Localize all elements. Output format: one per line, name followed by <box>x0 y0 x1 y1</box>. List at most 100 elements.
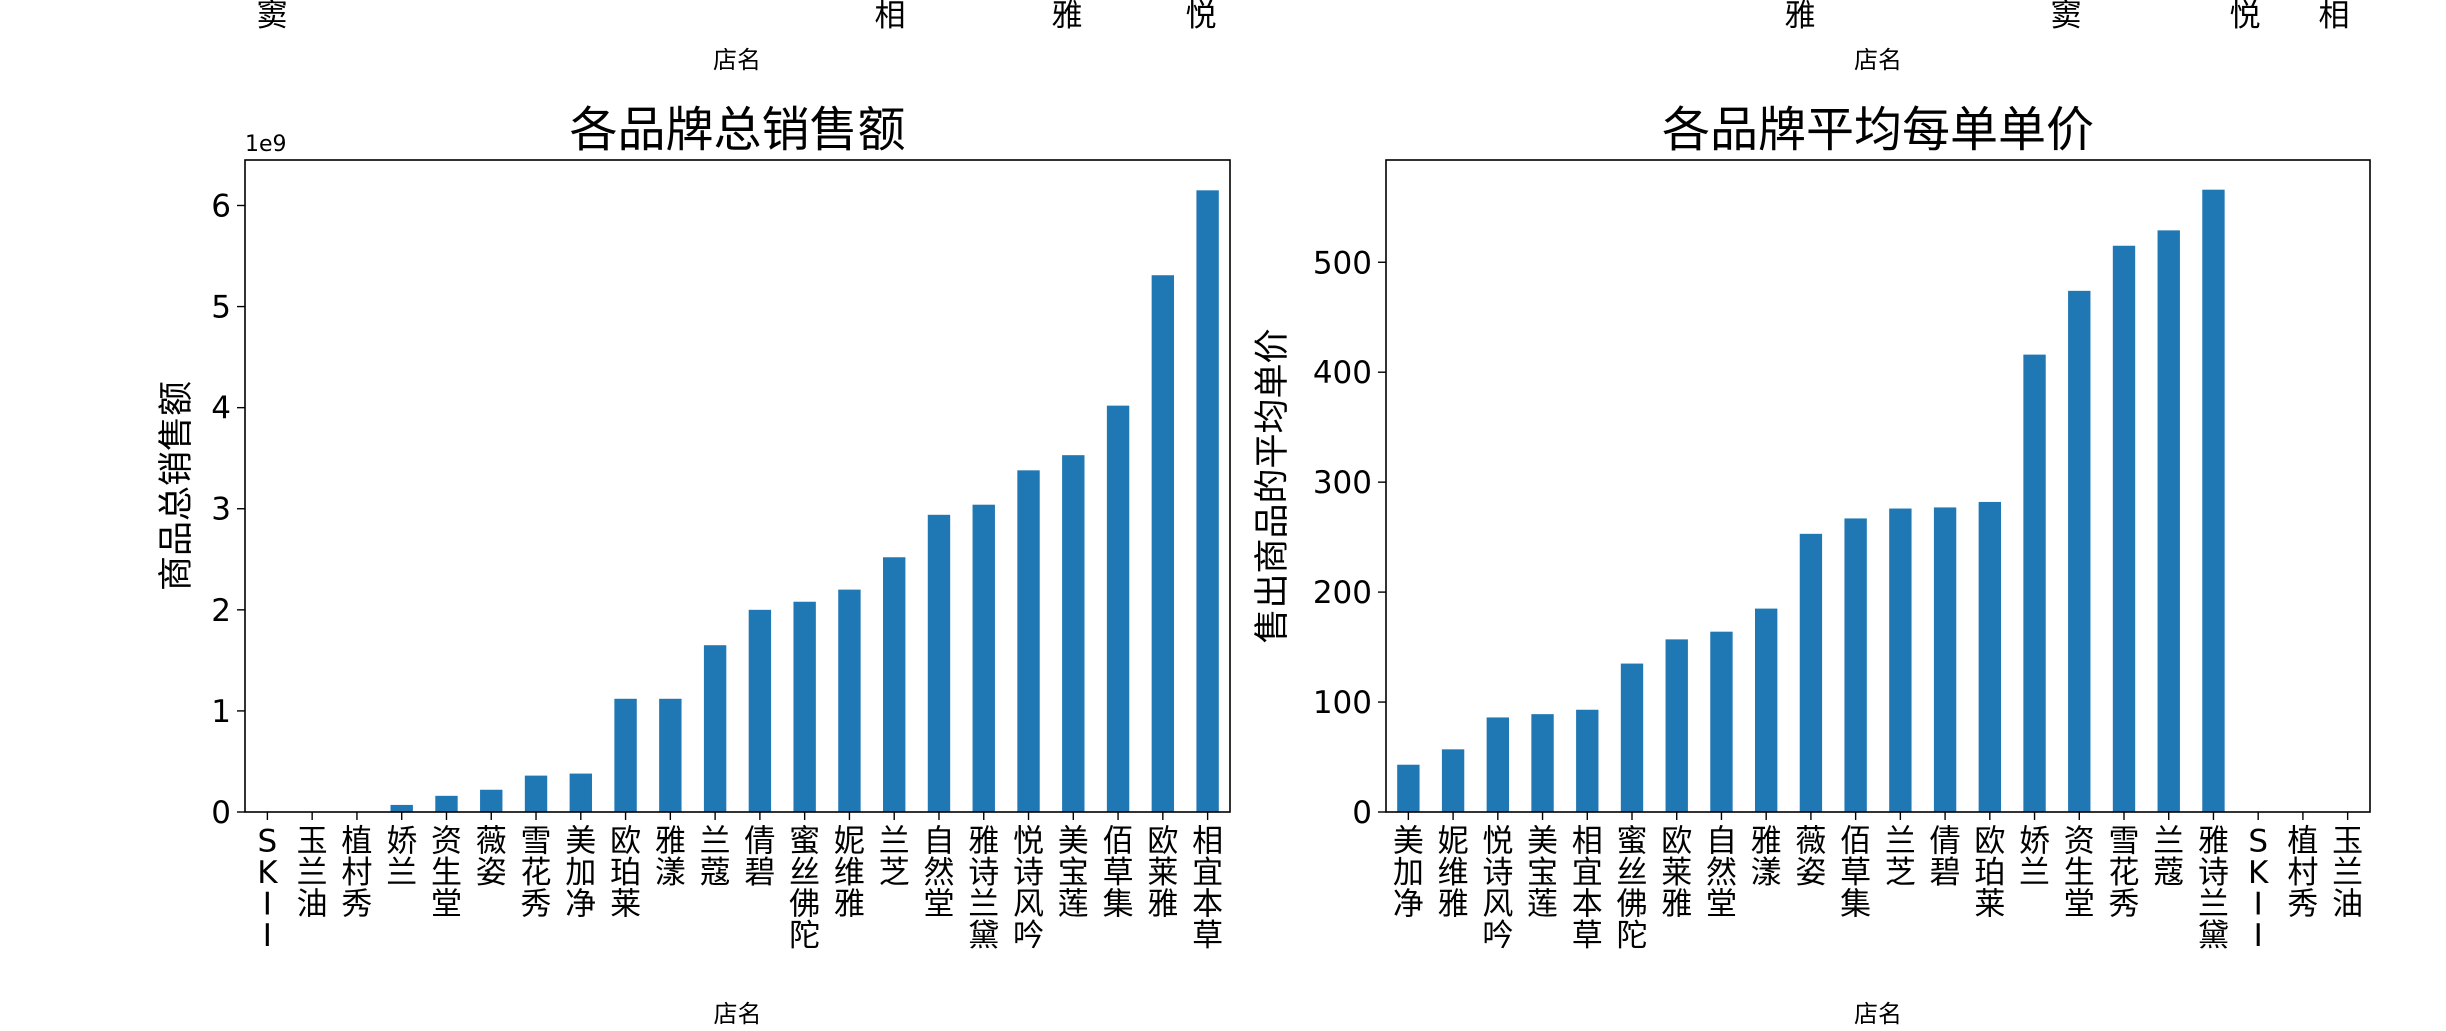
x-tick-label: 欧珀莱 <box>610 823 641 922</box>
x-tick-label: 蜜丝佛陀 <box>789 823 820 954</box>
bar-自然堂 <box>1710 631 1733 812</box>
x-tick-label: 悦诗风吟 <box>1013 823 1044 954</box>
bar-妮维雅 <box>1441 749 1465 812</box>
y-tick-label: 300 <box>1313 465 1372 501</box>
y-tick-label: 0 <box>1352 795 1372 831</box>
x-tick-label: 妮维雅 <box>834 823 865 922</box>
bar-佰草集 <box>1844 518 1867 812</box>
x-tick-label: 植村秀 <box>341 823 372 922</box>
partial-tick-label: 悦 <box>1186 0 1217 34</box>
bar-相宜本草 <box>1196 190 1219 813</box>
x-tick-label: 玉兰油 <box>2332 823 2363 922</box>
x-tick-label: 倩碧 <box>744 823 775 891</box>
bar-悦诗风吟 <box>1486 717 1509 812</box>
bar-薇姿 <box>1799 533 1823 812</box>
bar-倩碧 <box>1933 507 1957 812</box>
bar-兰芝 <box>1889 508 1912 812</box>
x-tick-label: 自然堂 <box>1706 823 1737 922</box>
x-tick-label: 雅诗兰黛 <box>968 823 999 954</box>
bar-兰芝 <box>883 557 906 812</box>
x-tick-label: 佰草集 <box>1103 823 1134 922</box>
y-tick-label: 4 <box>211 391 231 427</box>
bar-资生堂 <box>435 795 458 812</box>
bar-娇兰 <box>390 804 413 812</box>
partial-tick-label: 相 <box>875 0 906 34</box>
bar-兰蔻 <box>2157 230 2180 812</box>
x-tick-label: 相宜本草 <box>1572 823 1603 954</box>
x-tick-label: 玉兰油 <box>297 823 328 922</box>
x-tick-label: 薇姿 <box>476 823 507 891</box>
x-tick-label: 兰芝 <box>879 823 910 891</box>
partial-tick-label: 雅 <box>1052 0 1083 34</box>
bar-美宝莲 <box>1062 455 1085 812</box>
y-axis-label: 商品总销售额 <box>157 381 197 591</box>
y-tick-label: 2 <box>211 593 231 629</box>
offset-text: 1e9 <box>245 132 287 157</box>
x-axis-label: 店名 <box>1854 1000 1902 1028</box>
avg-price-chart: 0 100 200 300 400 500 美加净妮维雅悦诗风吟美宝莲相宜本草蜜丝佛陀欧莱雅… <box>1253 102 2371 1028</box>
x-tick-label: 悦诗风吟 <box>1482 823 1513 954</box>
x-tick-label: 雅漾 <box>655 823 686 891</box>
y-tick-label: 3 <box>211 492 231 528</box>
bar-妮维雅 <box>838 589 861 812</box>
bar-雅诗兰黛 <box>2202 189 2225 812</box>
chart-title: 各品牌总销售额 <box>569 102 905 158</box>
bar-雪花秀 <box>2112 245 2136 812</box>
bar-相宜本草 <box>1576 709 1599 812</box>
x-tick-label: 资生堂 <box>431 823 462 922</box>
bar-娇兰 <box>2023 354 2046 812</box>
y-tick-label: 5 <box>211 290 231 326</box>
axes-frame <box>1385 159 2371 813</box>
bar-资生堂 <box>2068 290 2091 812</box>
chart-title: 各品牌平均每单单价 <box>1662 102 2094 158</box>
x-tick-label: 雪花秀 <box>2109 823 2140 922</box>
x-tick-label: 欧珀莱 <box>1974 823 2005 922</box>
y-tick-label: 6 <box>211 188 231 224</box>
x-tick-label: 娇兰 <box>2019 823 2050 891</box>
x-tick-label: 欧莱雅 <box>1661 823 1692 922</box>
bar-美宝莲 <box>1531 714 1554 812</box>
y-tick-label: 1 <box>211 694 231 730</box>
bar-欧珀莱 <box>614 698 637 812</box>
x-tick-label: 妮维雅 <box>1438 823 1469 922</box>
x-tick-label: 薇姿 <box>1795 823 1826 891</box>
partial-tick-label: 悦 <box>2230 0 2261 34</box>
bar-欧珀莱 <box>1978 501 2001 812</box>
x-tick-label: 蜜丝佛陀 <box>1617 823 1648 954</box>
x-tick-label: 美宝莲 <box>1058 823 1089 922</box>
x-tick-label: 相宜本草 <box>1192 823 1223 954</box>
bar-兰蔻 <box>703 645 727 812</box>
x-tick-label: 雅漾 <box>1751 823 1782 891</box>
x-tick-label: 雪花秀 <box>521 823 552 922</box>
axes-frame <box>244 159 1231 813</box>
partial-tick-label: 窦 <box>257 0 288 34</box>
x-tick-label: 植村秀 <box>2287 823 2318 922</box>
bar-雪花秀 <box>524 775 548 812</box>
partial-tick-label: 相 <box>2319 0 2350 34</box>
partial-x-axis-label: 店名 <box>713 46 761 74</box>
x-tick-label: 美加净 <box>1393 823 1424 922</box>
bar-薇姿 <box>480 789 503 812</box>
bar-蜜丝佛陀 <box>793 601 816 812</box>
x-tick-label: 兰芝 <box>1885 823 1916 891</box>
bar-雅漾 <box>1755 608 1778 812</box>
x-tick-label: 佰草集 <box>1840 823 1871 922</box>
bar-美加净 <box>1397 764 1420 812</box>
x-tick-label: 自然堂 <box>923 823 954 922</box>
y-tick-label: 500 <box>1313 245 1372 281</box>
x-tick-label: 倩碧 <box>1930 823 1961 891</box>
x-axis-label: 店名 <box>714 1000 762 1028</box>
x-tick-label: 兰蔻 <box>700 823 731 891</box>
partial-tick-label: 雅 <box>1785 0 1816 34</box>
y-tick-label: 400 <box>1313 355 1372 391</box>
x-tick-label: 兰蔻 <box>2153 823 2184 891</box>
bar-雅漾 <box>659 698 682 812</box>
total-sales-chart: 0 1 2 3 4 5 6 S K I I 玉兰油植村秀娇兰资生堂薇姿雪花秀美加净欧珀莱雅漾兰蔻倩碧蜜… <box>157 102 1231 1028</box>
x-tick-label: 美宝莲 <box>1527 823 1558 922</box>
y-tick-label: 100 <box>1313 685 1372 721</box>
x-tick-label: 资生堂 <box>2064 823 2095 922</box>
bar-倩碧 <box>748 609 772 812</box>
